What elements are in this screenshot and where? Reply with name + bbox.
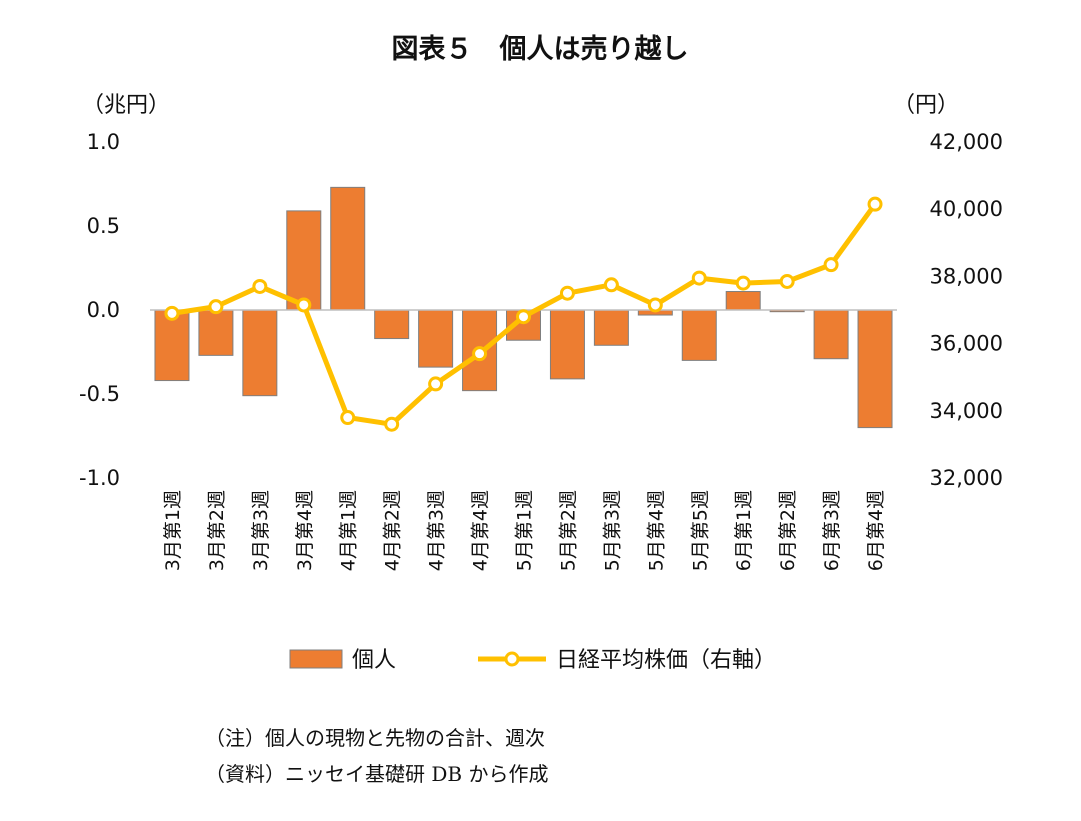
category-label: 4月第2週 [382, 490, 404, 571]
category-label: 3月第3週 [250, 490, 272, 571]
category-label: 3月第2週 [206, 490, 228, 571]
bar-1 [154, 309, 190, 382]
nikkei-point-11 [603, 277, 619, 293]
category-label: 5月第4週 [645, 490, 667, 571]
nikkei-point-10 [559, 285, 575, 301]
category-label: 5月第5週 [689, 490, 711, 571]
category-label: 6月第1週 [733, 490, 755, 571]
bar-5 [330, 186, 366, 311]
legend-label-line: 日経平均株価（右軸） [556, 648, 776, 673]
bar-14 [725, 291, 761, 311]
category-label: 3月第1週 [162, 490, 184, 571]
bar-13 [681, 309, 717, 361]
right-tick-label: 36,000 [930, 332, 1003, 356]
category-labels: 3月第1週 3月第2週 3月第3週 3月第4週 4月第1週 4月第2週 4月第3週 4月第4週… [162, 490, 887, 571]
nikkei-point-15 [779, 273, 795, 289]
left-tick-label: 0.5 [87, 214, 120, 238]
note-1: （注）個人の現物と先物の合計、週次 [205, 726, 545, 750]
category-label: 6月第4週 [865, 490, 887, 571]
nikkei-point-13 [691, 270, 707, 286]
nikkei-point-6 [384, 416, 400, 432]
chart-title: 図表５ 個人は売り越し [392, 34, 689, 65]
left-tick-label: 0.0 [87, 298, 120, 322]
bar-2 [198, 309, 234, 356]
bar-17 [857, 309, 893, 429]
nikkei-point-8 [472, 346, 488, 362]
nikkei-point-9 [516, 309, 531, 325]
right-axis-unit: （円） [893, 93, 959, 118]
left-axis-unit: （兆円） [82, 93, 170, 118]
nikkei-point-16 [823, 257, 839, 273]
right-tick-label: 38,000 [930, 264, 1003, 288]
line-series [164, 196, 883, 432]
nikkei-point-3 [252, 278, 268, 294]
category-label: 4月第1週 [338, 490, 360, 571]
right-tick-label: 40,000 [930, 197, 1003, 221]
category-label: 4月第3週 [426, 490, 448, 571]
nikkei-point-5 [340, 410, 356, 426]
legend-swatch-marker [504, 651, 520, 667]
category-label: 5月第3週 [601, 490, 623, 571]
note-2: （資料）ニッセイ基礎研 DB から作成 [205, 762, 548, 786]
right-tick-label: 34,000 [930, 399, 1003, 423]
category-label: 4月第4週 [470, 490, 492, 571]
bar-6 [374, 309, 410, 340]
nikkei-point-7 [428, 376, 444, 392]
left-tick-label: 1.0 [87, 130, 120, 154]
nikkei-point-14 [735, 275, 751, 291]
right-axis-ticks: 42,000 40,000 38,000 36,000 34,000 32,000 [930, 130, 1003, 490]
left-tick-label: -1.0 [79, 466, 120, 490]
right-tick-label: 42,000 [930, 130, 1003, 154]
bar-3 [242, 309, 278, 397]
legend: 個人 日経平均株価（右軸） [289, 648, 776, 673]
category-label: 5月第1週 [514, 490, 536, 571]
category-label: 5月第2週 [557, 490, 579, 571]
bar-series [154, 186, 893, 429]
legend-label-bar: 個人 [352, 648, 396, 673]
legend-swatch-bar [289, 649, 343, 669]
category-label: 6月第2週 [777, 490, 799, 571]
nikkei-point-2 [208, 299, 224, 315]
bar-7 [418, 309, 454, 368]
nikkei-point-1 [164, 305, 180, 321]
bar-10 [549, 309, 585, 380]
bar-11 [593, 309, 629, 346]
left-axis-ticks: 1.0 0.5 0.0 -0.5 -1.0 [79, 130, 120, 490]
bar-16 [813, 309, 849, 360]
category-label: 6月第3週 [821, 490, 843, 571]
left-tick-label: -0.5 [79, 382, 120, 406]
category-label: 3月第4週 [294, 490, 316, 571]
nikkei-point-4 [296, 297, 312, 313]
nikkei-point-12 [647, 297, 663, 313]
right-tick-label: 32,000 [930, 466, 1003, 490]
bar-4 [286, 210, 322, 311]
nikkei-point-17 [867, 196, 883, 212]
